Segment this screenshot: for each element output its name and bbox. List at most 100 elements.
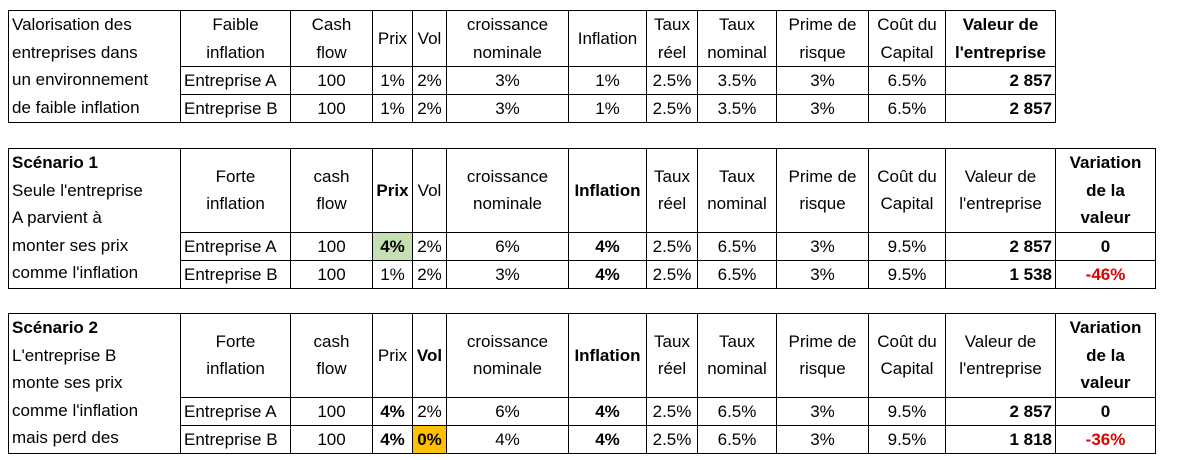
cell-cash: 100: [290, 94, 373, 124]
header-valeur: Valeur de l'entreprise: [945, 9, 1056, 68]
cell-taux-reel: 2.5%: [646, 94, 698, 124]
cell-taux-nominal: 3.5%: [697, 94, 777, 124]
row-name: Entreprise A: [180, 396, 291, 426]
table1-description: Valorisation des entreprises dans un env…: [8, 9, 181, 124]
header-cout-capital: Coût du Capital: [868, 313, 946, 398]
header-cash-flow: cash flow: [290, 313, 373, 398]
cell-taux-nominal: 6.5%: [697, 231, 777, 261]
cell-valeur: 1 538: [945, 259, 1056, 289]
cell-vol-highlight: 0%: [412, 424, 447, 454]
cell-taux-reel: 2.5%: [646, 66, 698, 96]
header-inflation: Inflation: [568, 148, 647, 233]
cell-valeur: 2 857: [945, 231, 1056, 261]
cell-croissance: 4%: [446, 424, 569, 454]
row-name: Entreprise A: [180, 66, 291, 96]
table-row: Entreprise B 100 1% 2% 3% 1% 2.5% 3.5% 3…: [9, 94, 1056, 124]
header-inflation: Inflation: [568, 313, 647, 398]
cell-taux-nominal: 6.5%: [697, 396, 777, 426]
cell-cout: 9.5%: [868, 231, 946, 261]
cell-prix: 4%: [372, 424, 413, 454]
cell-prix: 1%: [372, 66, 413, 96]
cell-inflation: 4%: [568, 259, 647, 289]
header-taux-nominal: Taux nominal: [697, 148, 777, 233]
header-vol: Vol: [412, 313, 447, 398]
cell-cash: 100: [290, 396, 373, 426]
cell-croissance: 3%: [446, 66, 569, 96]
header-prime-risque: Prime de risque: [776, 148, 869, 233]
header-vol: Vol: [412, 148, 447, 233]
header-taux-nominal: Taux nominal: [697, 313, 777, 398]
cell-prix-highlight: 4%: [372, 231, 413, 261]
header-croissance: croissance nominale: [446, 313, 569, 398]
row-name: Entreprise B: [180, 424, 291, 454]
cell-variation: 0: [1055, 231, 1156, 261]
cell-valeur: 1 818: [945, 424, 1056, 454]
cell-cout: 6.5%: [868, 66, 946, 96]
cell-prime: 3%: [776, 66, 869, 96]
table-row: Entreprise B 100 1% 2% 3% 4% 2.5% 6.5% 3…: [9, 259, 1156, 289]
cell-cash: 100: [290, 231, 373, 261]
cell-vol: 2%: [412, 396, 447, 426]
header-taux-nominal: Taux nominal: [697, 9, 777, 68]
cell-taux-nominal: 6.5%: [697, 259, 777, 289]
cell-cout: 6.5%: [868, 94, 946, 124]
cell-cout: 9.5%: [868, 396, 946, 426]
header-prix: Prix: [372, 313, 413, 398]
cell-croissance: 6%: [446, 231, 569, 261]
cell-variation-negative: -36%: [1055, 424, 1156, 454]
header-croissance: croissance nominale: [446, 148, 569, 233]
header-valeur: Valeur de l'entreprise: [945, 148, 1056, 233]
cell-croissance: 6%: [446, 396, 569, 426]
header-forte-inflation: Forte inflation: [180, 148, 291, 233]
cell-vol: 2%: [412, 259, 447, 289]
cell-taux-reel: 2.5%: [646, 231, 698, 261]
cell-taux-reel: 2.5%: [646, 396, 698, 426]
cell-prix: 4%: [372, 396, 413, 426]
cell-inflation: 4%: [568, 231, 647, 261]
cell-prime: 3%: [776, 424, 869, 454]
cell-taux-nominal: 6.5%: [697, 424, 777, 454]
header-croissance: croissance nominale: [446, 9, 569, 68]
cell-variation-negative: -46%: [1055, 259, 1156, 289]
table-scenario-2: Scénario 2 L'entreprise B monte ses prix…: [8, 313, 1156, 454]
cell-prime: 3%: [776, 231, 869, 261]
cell-cout: 9.5%: [868, 424, 946, 454]
header-vol: Vol: [412, 9, 447, 68]
header-cash-flow: cash flow: [290, 148, 373, 233]
cell-taux-reel: 2.5%: [646, 259, 698, 289]
header-inflation: Inflation: [568, 9, 647, 68]
row-name: Entreprise B: [180, 94, 291, 124]
cell-prix: 1%: [372, 259, 413, 289]
header-variation: Variation de la valeur: [1055, 148, 1156, 233]
cell-cash: 100: [290, 66, 373, 96]
header-taux-reel: Taux réel: [646, 9, 698, 68]
cell-prime: 3%: [776, 259, 869, 289]
cell-vol: 2%: [412, 94, 447, 124]
cell-prime: 3%: [776, 396, 869, 426]
scenario1-description: Scénario 1 Seule l'entreprise A parvient…: [8, 148, 181, 289]
scenario2-description: Scénario 2 L'entreprise B monte ses prix…: [8, 313, 181, 454]
cell-valeur: 2 857: [945, 396, 1056, 426]
cell-taux-nominal: 3.5%: [697, 66, 777, 96]
header-variation: Variation de la valeur: [1055, 313, 1156, 398]
cell-vol: 2%: [412, 231, 447, 261]
cell-variation: 0: [1055, 396, 1156, 426]
header-cout-capital: Coût du Capital: [868, 148, 946, 233]
cell-inflation: 4%: [568, 396, 647, 426]
header-prime-risque: Prime de risque: [776, 9, 869, 68]
header-prix: Prix: [372, 9, 413, 68]
cell-valeur: 2 857: [945, 94, 1056, 124]
header-cash-flow: Cash flow: [290, 9, 373, 68]
table-row: Entreprise A 100 4% 2% 6% 4% 2.5% 6.5% 3…: [9, 396, 1156, 426]
cell-cash: 100: [290, 259, 373, 289]
header-forte-inflation: Forte inflation: [180, 313, 291, 398]
cell-cout: 9.5%: [868, 259, 946, 289]
cell-cash: 100: [290, 424, 373, 454]
cell-croissance: 3%: [446, 259, 569, 289]
header-prix: Prix: [372, 148, 413, 233]
table-scenario-1: Scénario 1 Seule l'entreprise A parvient…: [8, 148, 1156, 289]
header-prime-risque: Prime de risque: [776, 313, 869, 398]
table-row: Entreprise A 100 4% 2% 6% 4% 2.5% 6.5% 3…: [9, 231, 1156, 261]
header-valeur: Valeur de l'entreprise: [945, 313, 1056, 398]
header-taux-reel: Taux réel: [646, 148, 698, 233]
